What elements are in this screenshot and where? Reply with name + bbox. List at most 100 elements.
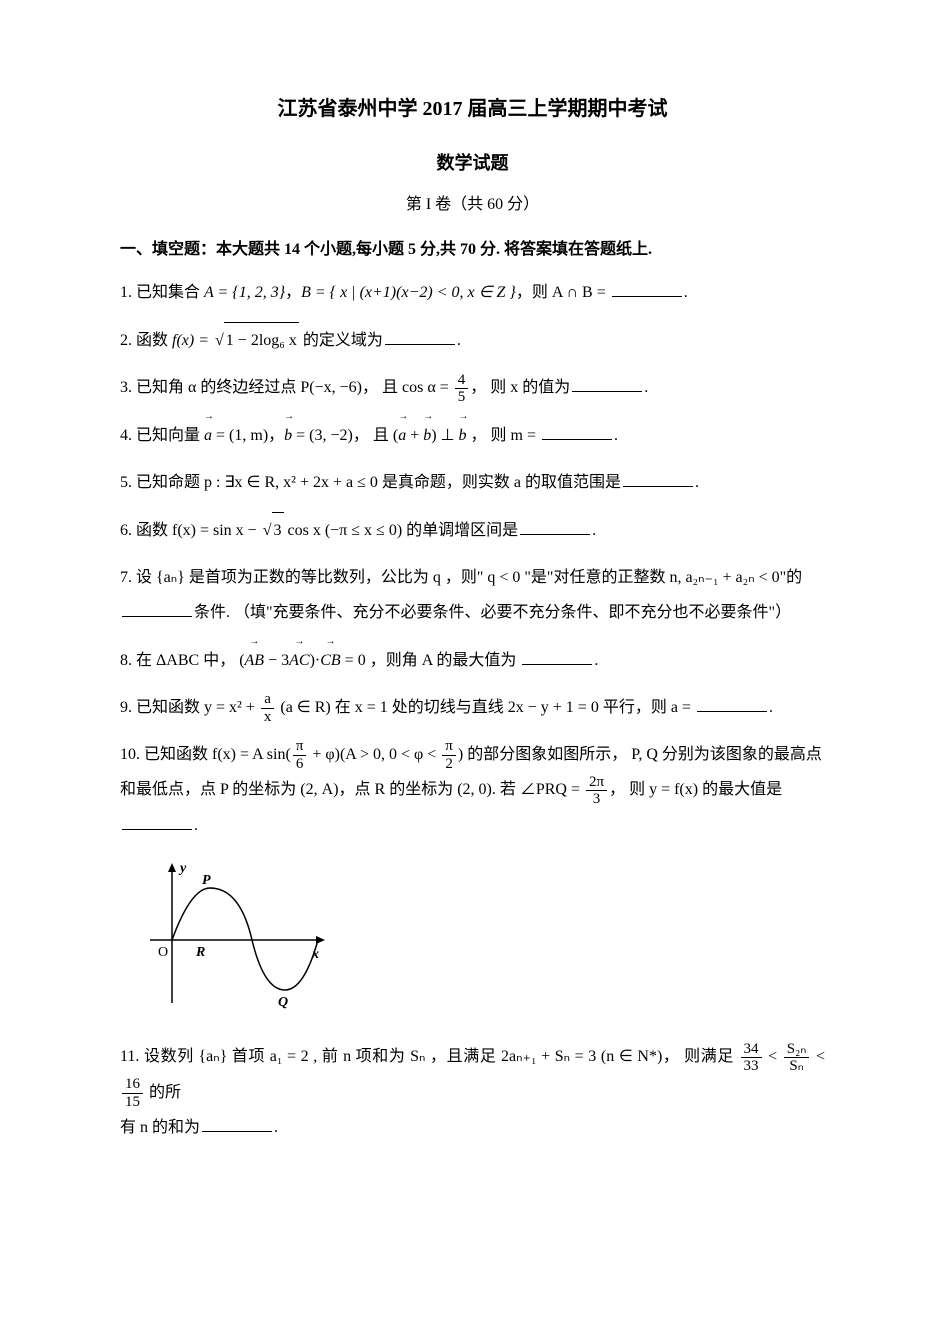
question-1: 1. 已知集合 A = {1, 2, 3}，B = { x | (x+1)(x−… xyxy=(120,275,825,310)
q9-frac: ax xyxy=(261,691,275,725)
q8-vec-cb: CB xyxy=(320,643,340,678)
q10-mid2: ) 的部分图象如图所示， P, Q 分别为该图象的最高点 xyxy=(458,746,822,763)
q8-vec-ab: AB xyxy=(245,643,265,678)
q4-eq-a: = (1, m)， xyxy=(212,427,284,444)
q11-frac1-num: 34 xyxy=(741,1041,762,1059)
q4-blank xyxy=(542,424,612,440)
q9-suffix: . xyxy=(769,699,773,716)
q11-frac1: 3433 xyxy=(741,1041,762,1075)
q10-prefix: 10. 已知函数 f(x) = A sin( xyxy=(120,746,291,763)
q10-line2-prefix: 和最低点，点 P 的坐标为 (2, A)，点 R 的坐标为 (2, 0). 若 … xyxy=(120,781,584,798)
q7-prefix: 7. 设 {aₙ} 是首项为正数的等比数列，公比为 q ，则" q < 0 "是… xyxy=(120,569,802,586)
q4-vec-a2: a xyxy=(398,418,406,453)
q2-sqrt-body: 1 − 2log₆ x xyxy=(224,322,299,358)
q8-vec-cb-text: CB xyxy=(320,652,340,669)
q4-vec-a: a xyxy=(204,418,212,453)
q5-suffix: . xyxy=(695,474,699,491)
q8-dot: )· xyxy=(310,652,321,669)
q10-frac1-den: 6 xyxy=(293,756,307,773)
q10-frac2: π2 xyxy=(442,738,456,772)
q2-func: f(x) = xyxy=(172,332,213,349)
q11-frac1-den: 33 xyxy=(741,1058,762,1075)
q4-vec-b2-text: b xyxy=(423,427,431,444)
question-6: 6. 函数 f(x) = sin x − 3 cos x (−π ≤ x ≤ 0… xyxy=(120,512,825,548)
q11-frac2-num: S₂ₙ xyxy=(784,1041,810,1059)
question-9: 9. 已知函数 y = x² + ax (a ∈ R) 在 x = 1 处的切线… xyxy=(120,690,825,725)
q5-blank xyxy=(623,471,693,487)
q10-frac2-num: π xyxy=(442,738,456,756)
q4-prefix: 4. 已知向量 xyxy=(120,427,204,444)
q4-mid: ， 则 m = xyxy=(467,427,540,444)
q11-lt2: < xyxy=(811,1048,825,1065)
q8-vec-ac: AC xyxy=(289,643,309,678)
q9-mid: (a ∈ R) 在 x = 1 处的切线与直线 2x − y + 1 = 0 平… xyxy=(276,699,695,716)
q8-suffix: . xyxy=(594,652,598,669)
q10-suffix: . xyxy=(194,817,198,834)
q11-frac2: S₂ₙSₙ xyxy=(784,1041,810,1075)
q10-frac3: 2π3 xyxy=(586,774,607,808)
q3-mid: ， 则 x 的值为 xyxy=(470,379,570,396)
q2-mid: 的定义域为 xyxy=(299,332,383,349)
question-4: 4. 已知向量 a = (1, m)，b = (3, −2)， 且 (a + b… xyxy=(120,418,825,453)
q6-prefix: 6. 函数 f(x) = sin x − xyxy=(120,522,261,539)
q4-plus: + xyxy=(406,427,423,444)
q5-prefix: 5. 已知命题 p : ∃x ∈ R, x² + 2x + a ≤ 0 是真命题… xyxy=(120,474,621,491)
q10-line2-mid: ， 则 y = f(x) 的最大值是 xyxy=(609,781,782,798)
q4-vec-a2-text: a xyxy=(398,427,406,444)
q6-suffix: . xyxy=(592,522,596,539)
q11-prefix: 11. 设数列 {aₙ} 首项 a₁ = 2 , 前 n 项和为 Sₙ ，且满足… xyxy=(120,1048,739,1065)
question-2: 2. 函数 f(x) = 1 − 2log₆ x 的定义域为. xyxy=(120,322,825,358)
question-11: 11. 设数列 {aₙ} 首项 a₁ = 2 , 前 n 项和为 Sₙ ，且满足… xyxy=(120,1039,825,1145)
q8-blank xyxy=(522,649,592,665)
question-8: 8. 在 ΔABC 中， (AB − 3AC)·CB = 0 ，则角 A 的最大… xyxy=(120,643,825,678)
exam-part: 第 I 卷（共 60 分） xyxy=(120,190,825,220)
q4-eq-b: = (3, −2)， 且 ( xyxy=(292,427,398,444)
q10-frac1-num: π xyxy=(293,738,307,756)
q11-line2: 有 n 的和为 xyxy=(120,1119,200,1136)
q9-frac-den: x xyxy=(261,709,275,726)
svg-text:P: P xyxy=(202,873,211,888)
q6-blank xyxy=(520,519,590,535)
q3-suffix: . xyxy=(644,379,648,396)
q2-suffix: . xyxy=(457,332,461,349)
q6-mid: cos x (−π ≤ x ≤ 0) 的单调增区间是 xyxy=(284,522,519,539)
question-10: 10. 已知函数 f(x) = A sin(π6 + φ)(A > 0, 0 <… xyxy=(120,737,825,843)
q2-prefix: 2. 函数 xyxy=(120,332,172,349)
q2-sqrt: 1 − 2log₆ x xyxy=(213,322,299,358)
q10-frac3-den: 3 xyxy=(586,791,607,808)
q11-lt1: < xyxy=(764,1048,782,1065)
q8-prefix: 8. 在 ΔABC 中， ( xyxy=(120,652,245,669)
q4-vec-b: b xyxy=(284,418,292,453)
q9-frac-num: a xyxy=(261,691,275,709)
svg-text:O: O xyxy=(158,945,168,960)
q8-vec-ac-text: AC xyxy=(289,652,309,669)
q1-set-a: A = {1, 2, 3} xyxy=(204,284,285,301)
svg-text:y: y xyxy=(178,861,187,876)
q11-suffix: . xyxy=(274,1119,278,1136)
sine-graph-svg: yxOPRQ xyxy=(140,858,330,1018)
q6-sqrt: 3 xyxy=(261,512,284,548)
q7-blank xyxy=(122,601,192,617)
q1-mid: ，则 A ∩ B = xyxy=(516,284,610,301)
q11-frac3-num: 16 xyxy=(122,1076,143,1094)
q8-vec-ab-text: AB xyxy=(245,652,265,669)
q8-minus: − 3 xyxy=(264,652,289,669)
q11-frac2-den: Sₙ xyxy=(784,1058,810,1075)
exam-title: 江苏省泰州中学 2017 届高三上学期期中考试 xyxy=(120,90,825,128)
q3-frac-den: 5 xyxy=(455,389,469,406)
section-header: 一、填空题：本大题共 14 个小题,每小题 5 分,共 70 分. 将答案填在答… xyxy=(120,235,825,265)
q9-blank xyxy=(697,696,767,712)
q10-frac3-num: 2π xyxy=(586,774,607,792)
question-5: 5. 已知命题 p : ∃x ∈ R, x² + 2x + a ≤ 0 是真命题… xyxy=(120,465,825,500)
q6-sqrt-body: 3 xyxy=(272,512,284,548)
q4-vec-b2: b xyxy=(423,418,431,453)
q3-frac: 45 xyxy=(455,372,469,406)
q3-prefix: 3. 已知角 α 的终边经过点 P(−x, −6)， 且 cos α = xyxy=(120,379,453,396)
svg-text:x: x xyxy=(311,947,319,962)
q10-frac1: π6 xyxy=(293,738,307,772)
q1-prefix: 1. 已知集合 xyxy=(120,284,204,301)
q4-suffix: . xyxy=(614,427,618,444)
svg-text:Q: Q xyxy=(278,995,288,1010)
question-7: 7. 设 {aₙ} 是首项为正数的等比数列，公比为 q ，则" q < 0 "是… xyxy=(120,560,825,630)
q10-frac2-den: 2 xyxy=(442,756,456,773)
